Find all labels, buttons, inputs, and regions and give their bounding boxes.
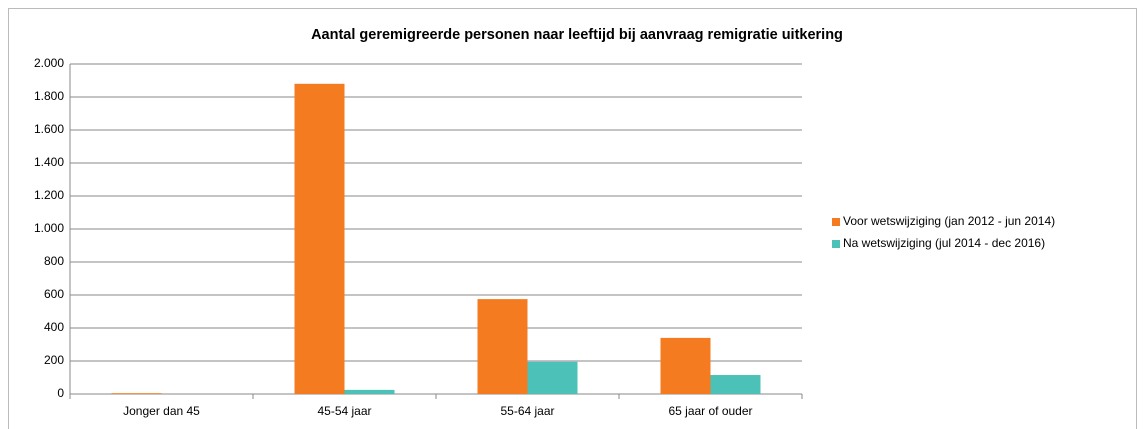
bar	[660, 337, 711, 394]
y-tick-label: 1.800	[34, 89, 64, 103]
x-tick-label: 65 jaar of ouder	[668, 404, 752, 418]
bar	[477, 299, 528, 394]
bar	[294, 83, 345, 395]
y-tick-label: 200	[44, 353, 64, 367]
y-tick-label: 1.000	[34, 221, 64, 235]
bar	[527, 361, 578, 394]
y-tick-label: 1.600	[34, 122, 64, 136]
y-tick-label: 1.400	[34, 155, 64, 169]
y-tick-label: 2.000	[34, 56, 64, 70]
chart-title: Aantal geremigreerde personen naar leeft…	[311, 27, 843, 43]
bar	[710, 375, 761, 394]
legend-label: Voor wetswijziging (jan 2012 - jun 2014)	[843, 214, 1055, 228]
x-tick-label: 55-64 jaar	[500, 404, 554, 418]
y-tick-label: 400	[44, 320, 64, 334]
chart-frame	[8, 8, 1137, 429]
bar	[111, 393, 162, 394]
y-tick-label: 600	[44, 287, 64, 301]
legend-swatch	[832, 240, 840, 248]
y-tick-label: 1.200	[34, 188, 64, 202]
x-tick-label: 45-54 jaar	[317, 404, 371, 418]
legend-swatch	[832, 218, 840, 226]
bar	[344, 389, 395, 394]
legend-label: Na wetswijziging (jul 2014 - dec 2016)	[843, 236, 1045, 250]
y-tick-label: 800	[44, 254, 64, 268]
y-tick-label: 0	[57, 386, 64, 400]
x-tick-label: Jonger dan 45	[123, 404, 200, 418]
